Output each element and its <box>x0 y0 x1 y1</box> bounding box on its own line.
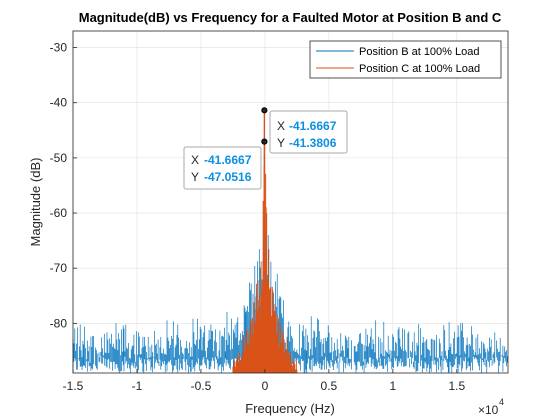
x-axis-exponent-power: 4 <box>499 397 504 407</box>
datatip-b-y-value: -47.0516 <box>204 170 252 184</box>
datatip-c[interactable]: X -41.6667 Y -41.3806 <box>269 110 348 154</box>
series-c-spectrum <box>232 144 298 373</box>
datatip-c-x-label: X <box>277 119 285 133</box>
datatip-c-y-value: -41.3806 <box>289 136 337 150</box>
datatip-b[interactable]: X -41.6667 Y -47.0516 <box>183 146 262 190</box>
datatip-b-marker <box>261 138 268 145</box>
legend-box <box>309 40 502 79</box>
legend[interactable]: Position B at 100% Load Position C at 10… <box>309 40 502 79</box>
legend-label-b: Position B at 100% Load <box>359 46 479 58</box>
plot-background <box>73 31 508 373</box>
y-axis: -80 -70 -60 -50 -40 -30 <box>50 41 77 330</box>
datatip-b-y-label: Y <box>191 170 199 184</box>
datatip-c-box <box>269 110 348 154</box>
y-tick-label: -30 <box>50 41 68 55</box>
x-axis-label: Frequency (Hz) <box>245 401 335 416</box>
x-axis: -1.5 -1 -0.5 0 0.5 1 1.5 <box>63 369 465 393</box>
datatip-c-x-value: -41.6667 <box>289 119 337 133</box>
x-tick-label: -1 <box>132 379 143 393</box>
datatip-markers <box>261 107 268 145</box>
y-tick-label: -40 <box>50 96 68 110</box>
grid <box>72 31 508 373</box>
x-tick-label: 1 <box>390 379 397 393</box>
y-tick-label: -80 <box>50 316 68 330</box>
datatip-c-y-label: Y <box>277 136 285 150</box>
chart-title: Magnitude(dB) vs Frequency for a Faulted… <box>79 10 502 25</box>
x-tick-label: 0 <box>262 379 269 393</box>
y-tick-label: -50 <box>50 151 68 165</box>
x-axis-exponent: ×10 4 <box>478 397 504 417</box>
y-axis-label: Magnitude (dB) <box>28 158 43 247</box>
y-tick-label: -60 <box>50 206 68 220</box>
datatip-c-marker <box>261 107 268 114</box>
plot-frame <box>72 30 509 374</box>
x-tick-label: 1.5 <box>448 379 465 393</box>
y-tick-label: -70 <box>50 261 68 275</box>
legend-label-c: Position C at 100% Load <box>359 63 480 75</box>
x-tick-label: 0.5 <box>321 379 338 393</box>
series-position-c <box>232 110 298 373</box>
datatip-b-x-label: X <box>191 153 199 167</box>
x-tick-label: -1.5 <box>63 379 84 393</box>
x-axis-exponent-base: ×10 <box>478 403 499 417</box>
datatip-b-x-value: -41.6667 <box>204 153 252 167</box>
plot-area[interactable] <box>72 30 509 374</box>
datatip-b-box <box>183 146 262 190</box>
x-tick-label: -0.5 <box>191 379 212 393</box>
